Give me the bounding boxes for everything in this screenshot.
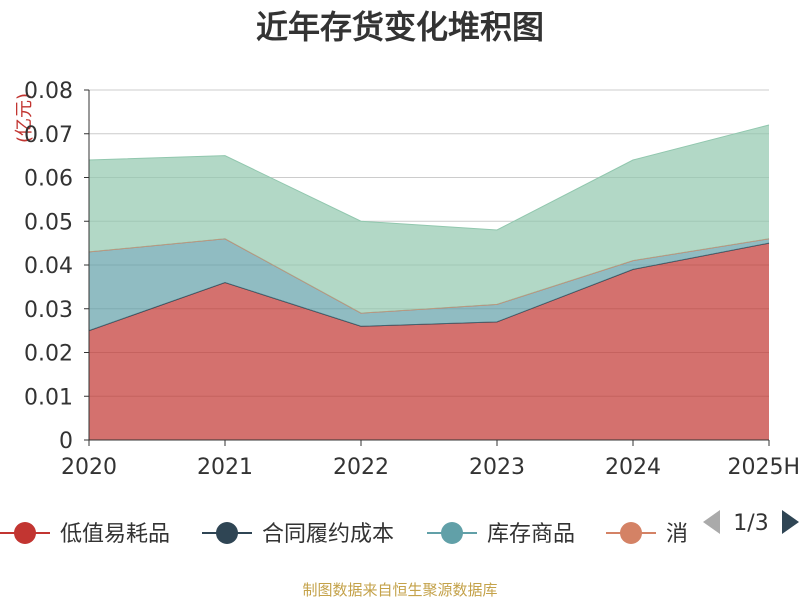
legend-label: 消 <box>666 522 688 547</box>
legend-pager[interactable]: 1/3 <box>703 510 799 536</box>
legend-label: 合同履约成本 <box>262 522 394 547</box>
y-tick-label: 0.08 <box>24 79 73 104</box>
chart-title: 近年存货变化堆积图 <box>256 8 544 46</box>
y-axis-ticks: 0 0.01 0.02 0.03 0.04 0.05 0.06 0.07 0.08 <box>24 79 89 454</box>
y-tick-label: 0.07 <box>24 123 73 148</box>
y-tick-label: 0.01 <box>24 385 73 410</box>
x-tick-label: 2024 <box>605 455 661 480</box>
y-tick-label: 0.05 <box>24 210 73 235</box>
data-source-note: 制图数据来自恒生聚源数据库 <box>302 581 497 599</box>
y-tick-label: 0.04 <box>24 254 73 279</box>
legend-marker-icon <box>216 522 238 544</box>
legend-next-arrow-icon[interactable] <box>782 510 799 534</box>
y-tick-label: 0 <box>59 429 73 454</box>
legend-page-indicator: 1/3 <box>733 511 768 536</box>
legend-item[interactable]: 库存商品 <box>427 522 575 547</box>
legend-item[interactable]: 低值易耗品 <box>0 522 170 547</box>
x-tick-label: 2023 <box>469 455 525 480</box>
x-tick-label: 2021 <box>197 455 253 480</box>
legend-marker-icon <box>620 522 642 544</box>
legend-item[interactable]: 合同履约成本 <box>202 522 394 547</box>
x-axis-ticks: 2020 2021 2022 2023 2024 2025H <box>61 440 800 480</box>
legend-marker-icon <box>441 522 463 544</box>
legend-label: 低值易耗品 <box>60 522 170 547</box>
area-库存商品 <box>89 238 769 331</box>
legend-marker-icon <box>14 522 36 544</box>
y-tick-label: 0.06 <box>24 167 73 192</box>
legend-item[interactable]: 消 <box>606 522 688 547</box>
y-tick-label: 0.02 <box>24 342 73 367</box>
series-line <box>88 124 770 231</box>
legend-label: 库存商品 <box>487 522 575 547</box>
x-tick-label: 2025H <box>727 455 800 480</box>
x-tick-label: 2022 <box>333 455 389 480</box>
legend-prev-arrow-icon[interactable] <box>703 510 720 534</box>
x-tick-label: 2020 <box>61 455 117 480</box>
legend[interactable]: 低值易耗品 合同履约成本 库存商品 消 <box>0 522 688 547</box>
area-series <box>88 124 770 440</box>
y-tick-label: 0.03 <box>24 298 73 323</box>
y-axis-unit-label: (亿元) <box>14 93 35 143</box>
area-低值易耗品 <box>89 243 769 440</box>
